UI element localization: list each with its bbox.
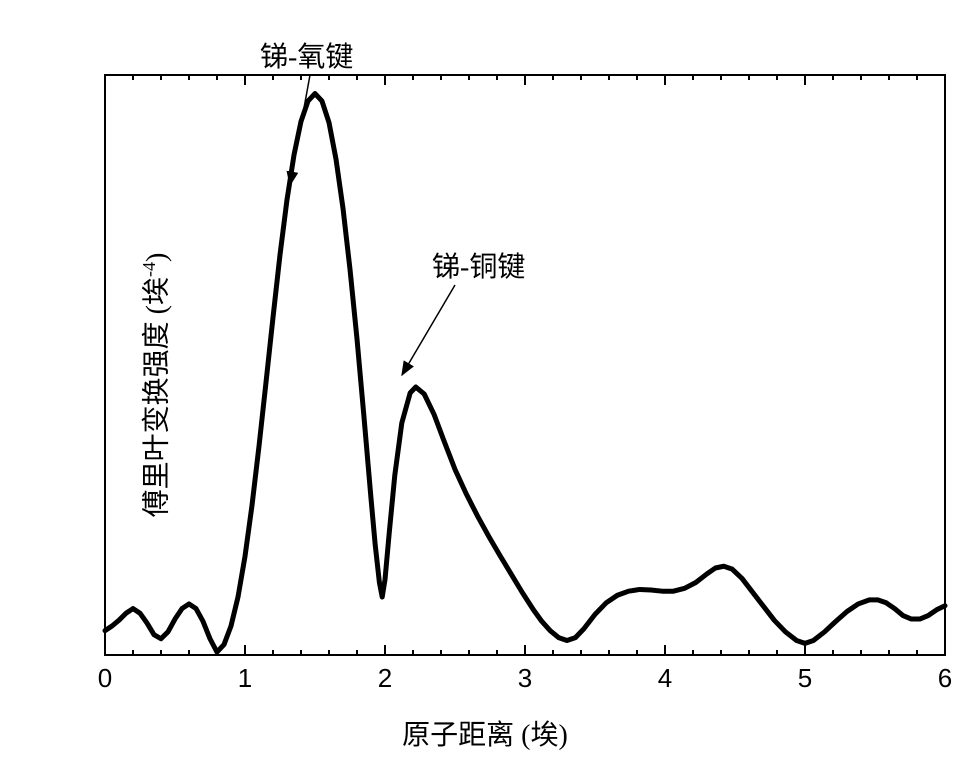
annotation-sb-o: 锑-氧键 [260,35,353,75]
annotation-sb-cu: 锑-铜键 [432,245,525,285]
x-tick-label: 6 [938,663,952,694]
y-axis-label: 傅里叶变换强度 (埃-4) [134,252,174,517]
x-tick-label: 2 [378,663,392,694]
x-tick-label: 0 [98,663,112,694]
x-tick-label: 4 [658,663,672,694]
x-axis-label: 原子距离 (埃) [402,713,568,753]
x-tick-label: 3 [518,663,532,694]
x-tick-label: 1 [238,663,252,694]
x-tick-label: 5 [798,663,812,694]
chart-container: 傅里叶变换强度 (埃-4) 原子距离 (埃) 0 1 2 3 4 5 6 锑-氧键锑-铜键 [0,0,970,769]
